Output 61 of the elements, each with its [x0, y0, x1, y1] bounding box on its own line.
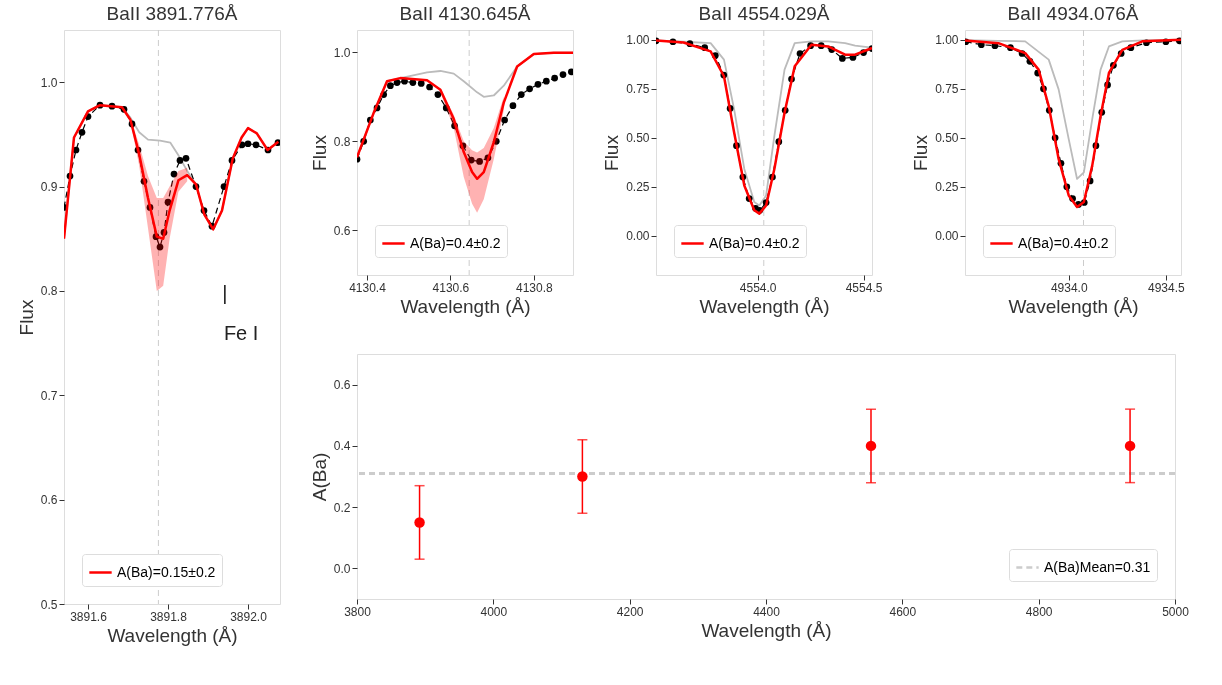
annotation: Fe I — [223, 322, 259, 345]
y-tick-label: 0.50 — [935, 131, 959, 146]
y-tick-label: 0.2 — [333, 500, 351, 515]
y-tick-label: 0.8 — [40, 284, 58, 299]
y-axis-title: Flux — [15, 299, 37, 336]
chart-title: BaII 3891.776Å — [106, 3, 238, 24]
y-tick-label: 0.7 — [40, 388, 58, 403]
x-tick-label: 4000 — [480, 604, 508, 619]
legend-label: A(Ba)=0.4±0.2 — [709, 234, 800, 251]
x-tick-label: 4400 — [753, 604, 781, 619]
y-axis-title: A(Ba) — [308, 452, 330, 502]
legend-label: A(Ba)=0.4±0.2 — [1018, 234, 1109, 251]
annotation: | — [222, 282, 228, 305]
y-tick-label: 0.75 — [626, 82, 650, 97]
y-axis-title: Flux — [601, 134, 623, 171]
chart-title: BaII 4554.029Å — [698, 3, 830, 24]
x-axis-title: Wavelength (Å) — [1008, 295, 1139, 317]
y-axis-title: Flux — [308, 134, 330, 171]
y-tick-label: 0.6 — [333, 223, 351, 238]
y-tick-label: 1.00 — [626, 33, 650, 48]
y-axis-title: Flux — [910, 134, 932, 171]
y-tick-label: 1.0 — [40, 75, 58, 90]
y-tick-label: 0.25 — [626, 180, 650, 195]
y-tick-label: 0.4 — [333, 439, 351, 454]
y-tick-label: 0.75 — [935, 82, 959, 97]
y-tick-label: 0.25 — [935, 180, 959, 195]
y-tick-label: 1.00 — [935, 33, 959, 48]
x-tick-label: 4200 — [616, 604, 644, 619]
y-tick-label: 0.0 — [333, 561, 351, 576]
x-tick-label: 4130.8 — [515, 280, 553, 295]
y-tick-label: 0.6 — [40, 493, 58, 508]
legend-label: A(Ba)=0.15±0.2 — [117, 563, 216, 580]
x-tick-label: 4130.4 — [349, 280, 387, 295]
chart-title: BaII 4934.076Å — [1007, 3, 1139, 24]
x-tick-label: 3891.8 — [150, 609, 188, 624]
x-axis-title: Wavelength (Å) — [701, 619, 832, 641]
y-tick-label: 0.9 — [40, 180, 58, 195]
x-tick-label: 5000 — [1162, 604, 1190, 619]
x-axis-title: Wavelength (Å) — [400, 295, 531, 317]
x-tick-label: 4554.0 — [739, 280, 777, 295]
x-axis-title: Wavelength (Å) — [699, 295, 830, 317]
x-tick-label: 4554.5 — [845, 280, 883, 295]
x-tick-label: 4934.5 — [1148, 280, 1186, 295]
y-tick-label: 0.00 — [935, 229, 959, 244]
y-tick-label: 0.5 — [40, 597, 58, 612]
legend-label: A(Ba)=0.4±0.2 — [410, 234, 501, 251]
x-tick-label: 3892.0 — [230, 609, 268, 624]
chart-title: BaII 4130.645Å — [399, 3, 531, 24]
y-tick-label: 1.0 — [333, 45, 351, 60]
y-tick-label: 0.50 — [626, 131, 650, 146]
x-tick-label: 4600 — [889, 604, 917, 619]
y-tick-label: 0.8 — [333, 134, 351, 149]
x-tick-label: 4934.0 — [1050, 280, 1088, 295]
x-tick-label: 3891.6 — [70, 609, 108, 624]
y-tick-label: 0.6 — [333, 378, 351, 393]
x-tick-label: 4130.6 — [432, 280, 470, 295]
y-tick-label: 0.00 — [626, 229, 650, 244]
x-tick-label: 3800 — [344, 604, 372, 619]
x-axis-title: Wavelength (Å) — [107, 624, 238, 646]
x-tick-label: 4800 — [1025, 604, 1053, 619]
legend-label: A(Ba)Mean=0.31 — [1044, 558, 1151, 575]
